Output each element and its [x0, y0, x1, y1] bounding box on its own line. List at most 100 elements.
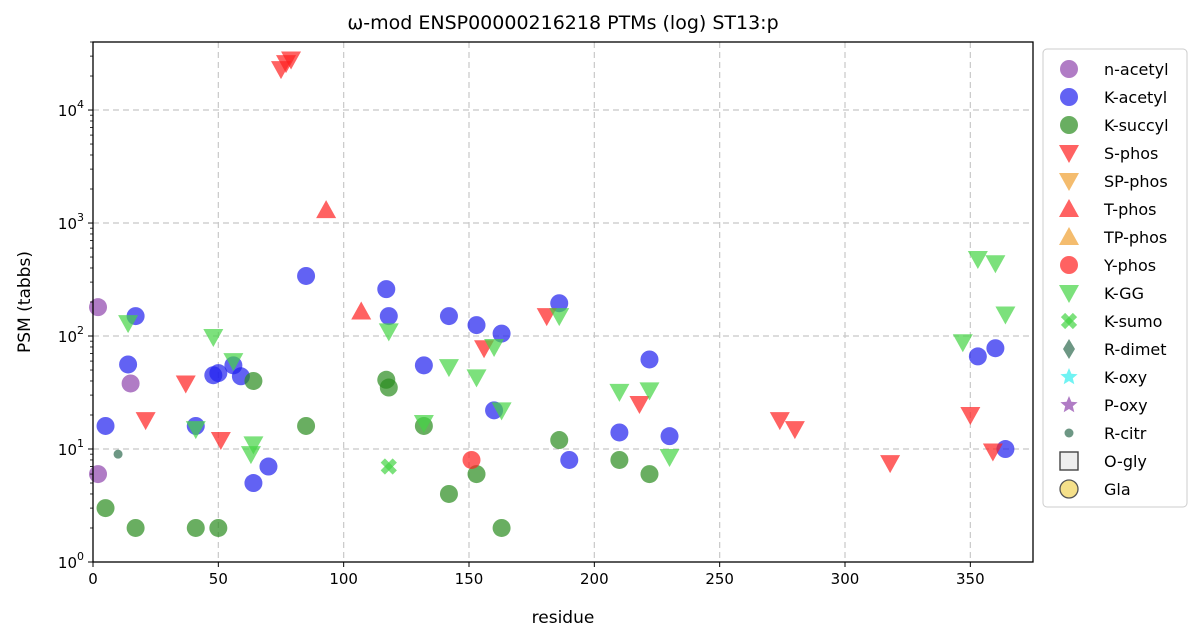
x-axis-ticks: 0 50 100 150 200 250 300 350	[88, 562, 985, 588]
point-k-acetyl	[244, 474, 263, 493]
point-k-acetyl	[414, 356, 433, 375]
legend-label-k-gg: K-GG	[1104, 284, 1144, 303]
y-tick-label: 103	[58, 211, 84, 233]
point-k-succyl	[126, 518, 145, 537]
point-s-phos	[135, 412, 156, 431]
point-k-acetyl	[96, 416, 115, 435]
x-tick-label: 350	[956, 570, 985, 588]
x-tick-label: 0	[88, 570, 98, 588]
point-k-succyl	[550, 431, 569, 450]
point-k-acetyl	[467, 316, 486, 335]
point-k-acetyl	[550, 294, 569, 313]
point-k-gg	[985, 255, 1006, 274]
point-t-phos	[316, 200, 337, 219]
legend-label-k-sumo: K-sumo	[1104, 312, 1162, 331]
legend-label-tp-phos: TP-phos	[1103, 228, 1167, 247]
point-k-gg	[659, 448, 680, 467]
point-k-succyl	[186, 518, 205, 537]
point-k-acetyl	[379, 307, 398, 326]
point-k-acetyl	[986, 339, 1005, 358]
legend-marker-sp-phos	[1059, 173, 1079, 191]
legend-label-r-dimet: R-dimet	[1104, 340, 1167, 359]
y-tick-label: 104	[58, 98, 84, 120]
data-marks	[89, 51, 1016, 537]
point-k-gg	[243, 436, 264, 455]
point-k-acetyl	[610, 423, 629, 442]
point-k-gg	[378, 323, 399, 342]
legend-marker-k-sumo	[1060, 312, 1078, 330]
point-k-succyl	[209, 518, 228, 537]
legend-marker-k-gg	[1059, 285, 1079, 303]
legend-frame	[1042, 48, 1188, 508]
y-tick-label: 101	[58, 437, 84, 459]
point-k-sumo	[380, 458, 397, 475]
point-s-phos	[784, 421, 805, 440]
legend-label-k-succyl: K-succyl	[1104, 116, 1169, 135]
legend-marker-k-succyl	[1060, 116, 1078, 134]
point-k-succyl	[244, 371, 263, 390]
point-k-gg	[223, 353, 244, 372]
x-tick-label: 100	[329, 570, 358, 588]
legend-label-p-oxy: P-oxy	[1104, 396, 1148, 415]
legend-marker-r-dimet	[1063, 339, 1075, 359]
legend-marker-k-oxy	[1060, 368, 1078, 385]
x-tick-label: 250	[705, 570, 734, 588]
legend-marker-r-citr	[1064, 428, 1074, 438]
legend-marker-o-gly	[1059, 451, 1079, 471]
legend-marker-s-phos	[1059, 145, 1079, 163]
y-tick-label: 102	[58, 324, 84, 346]
grid-lines	[93, 42, 1033, 562]
point-k-gg	[952, 334, 973, 353]
legend-label-k-acetyl: K-acetyl	[1104, 88, 1167, 107]
point-n-acetyl	[121, 374, 140, 393]
point-k-gg	[967, 251, 988, 270]
point-s-phos	[281, 51, 302, 70]
point-k-gg	[203, 329, 224, 348]
legend-marker-gla	[1059, 479, 1079, 499]
point-k-gg	[185, 421, 206, 440]
point-k-gg	[639, 382, 660, 401]
y-axis-label: PSM (tabbs)	[15, 251, 35, 353]
legend-label-sp-phos: SP-phos	[1104, 172, 1168, 191]
legend-marker-n-acetyl	[1060, 60, 1078, 78]
legend-marker-tp-phos	[1059, 227, 1079, 245]
y-axis-ticks: 100 101 102 103 104	[58, 41, 93, 572]
x-tick-label: 150	[455, 570, 484, 588]
point-k-succyl	[640, 465, 659, 484]
point-k-succyl	[379, 378, 398, 397]
point-k-gg	[484, 338, 505, 357]
point-t-phos	[351, 301, 372, 320]
point-k-acetyl	[660, 427, 679, 446]
point-s-phos	[210, 432, 231, 451]
point-k-gg	[118, 315, 139, 334]
point-k-acetyl	[259, 457, 278, 476]
legend-label-t-phos: T-phos	[1103, 200, 1157, 219]
point-k-succyl	[297, 416, 316, 435]
legend-marker-k-acetyl	[1060, 88, 1078, 106]
point-s-phos	[880, 455, 901, 474]
point-y-phos	[462, 450, 481, 469]
point-s-phos	[536, 308, 557, 327]
point-k-acetyl	[439, 307, 458, 326]
point-k-gg	[413, 414, 434, 433]
point-s-phos	[982, 443, 1003, 462]
point-k-succyl	[96, 499, 115, 518]
point-k-succyl	[439, 484, 458, 503]
point-k-acetyl	[119, 355, 138, 374]
point-s-phos	[960, 406, 981, 425]
y-tick-label: 100	[58, 550, 84, 572]
point-k-succyl	[610, 450, 629, 469]
point-k-gg	[491, 402, 512, 421]
legend-marker-y-phos	[1060, 256, 1078, 274]
point-k-gg	[466, 369, 487, 388]
legend-marker-t-phos	[1059, 199, 1079, 217]
legend-label-k-oxy: K-oxy	[1104, 368, 1147, 387]
point-s-phos	[175, 375, 196, 394]
x-tick-label: 50	[209, 570, 228, 588]
point-r-citr	[113, 449, 123, 459]
point-k-succyl	[467, 465, 486, 484]
legend: n-acetyl K-acetyl K-succyl S-phos SP-phos T-p…	[1042, 48, 1188, 508]
legend-label-s-phos: S-phos	[1104, 144, 1158, 163]
x-tick-label: 200	[580, 570, 609, 588]
